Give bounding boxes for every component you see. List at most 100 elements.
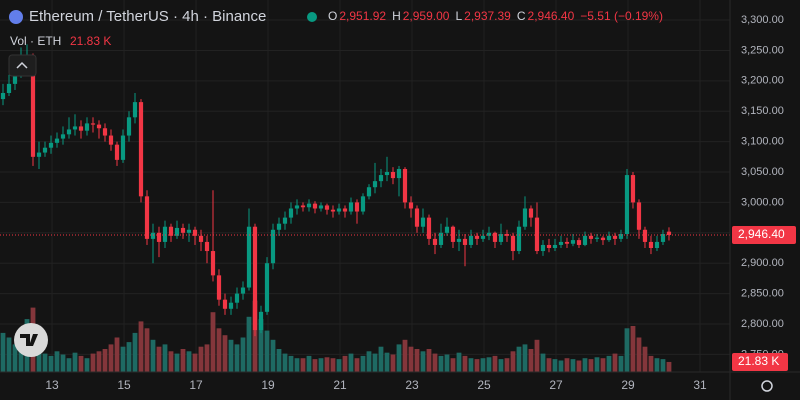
- candle-body: [600, 237, 606, 241]
- collapse-icon: [16, 61, 28, 69]
- candle-body: [78, 126, 84, 131]
- candle-body: [258, 311, 264, 331]
- candle-body: [156, 232, 162, 242]
- volume-bar: [552, 359, 558, 372]
- candle-body: [126, 117, 132, 136]
- ohlc-key: L: [455, 9, 462, 23]
- candle-body: [246, 226, 252, 288]
- volume-layer: [0, 300, 672, 372]
- volume-bar: [108, 344, 114, 372]
- candle-body: [330, 209, 336, 212]
- candle-body: [192, 229, 198, 236]
- axis-layer: 2,750.002,800.002,850.002,900.002,950.00…: [0, 14, 796, 392]
- candle-body: [354, 202, 360, 212]
- candle-body: [12, 71, 18, 84]
- volume-bar: [594, 357, 600, 372]
- candle-body: [474, 235, 480, 239]
- candle-body: [6, 83, 12, 93]
- y-tick-label: 3,250.00: [741, 44, 784, 56]
- x-tick-label: 31: [693, 378, 707, 392]
- candle-body: [198, 235, 204, 242]
- volume-bar: [96, 351, 102, 372]
- candle-body: [66, 129, 72, 135]
- volume-bar: [168, 351, 174, 372]
- candle-body: [276, 223, 282, 230]
- collapse-button[interactable]: [8, 54, 37, 77]
- volume-bar: [240, 337, 246, 372]
- x-tick-label: 13: [45, 378, 59, 392]
- volume-bar: [336, 359, 342, 372]
- volume-bar: [432, 353, 438, 372]
- candle-body: [72, 126, 78, 130]
- volume-bar: [492, 355, 498, 372]
- volume-bar: [570, 359, 576, 372]
- candle-body: [648, 241, 654, 248]
- x-tick-label: 27: [549, 378, 563, 392]
- volume-bar: [618, 355, 624, 372]
- volume-bar: [6, 337, 12, 372]
- volume-bar: [390, 354, 396, 372]
- candle-body: [390, 172, 396, 179]
- volume-bar: [426, 349, 432, 372]
- ohlc-key: C: [517, 9, 526, 23]
- y-tick-label: 3,300.00: [741, 14, 784, 26]
- candle-body: [210, 251, 216, 276]
- candle-body: [408, 202, 414, 209]
- volume-bar: [396, 344, 402, 372]
- candle-body: [36, 152, 42, 157]
- last-price-label: 2,946.40: [738, 227, 785, 241]
- x-tick-label: 15: [117, 378, 131, 392]
- candle-body: [180, 227, 186, 233]
- candle-body: [204, 241, 210, 252]
- volume-bar: [180, 349, 186, 372]
- volume-bar: [402, 339, 408, 372]
- volume-bar: [264, 330, 270, 372]
- candle-body: [426, 217, 432, 239]
- candle-body: [252, 226, 258, 331]
- volume-bar: [648, 355, 654, 372]
- market-status: [307, 12, 317, 22]
- volume-bar: [456, 352, 462, 372]
- volume-value: 21.83 K: [70, 34, 111, 48]
- candle-body: [624, 175, 630, 235]
- candle-body: [384, 172, 390, 176]
- volume-bar: [342, 355, 348, 372]
- candle-body: [642, 229, 648, 242]
- candle-body: [336, 208, 342, 212]
- volume-bar: [642, 346, 648, 372]
- candle-body: [228, 302, 234, 309]
- volume-bar: [330, 358, 336, 372]
- candle-body: [486, 232, 492, 236]
- volume-bar: [258, 319, 264, 372]
- volume-bar: [312, 359, 318, 372]
- volume-bar: [354, 358, 360, 372]
- y-tick-label: 2,900.00: [741, 257, 784, 269]
- volume-bar: [546, 358, 552, 372]
- candle-body: [606, 235, 612, 241]
- volume-bar: [582, 358, 588, 372]
- x-tick-label: 25: [477, 378, 491, 392]
- x-tick-label: 29: [621, 378, 635, 392]
- volume-bar: [510, 351, 516, 372]
- volume-bar: [0, 332, 6, 372]
- candle-body: [42, 147, 48, 153]
- candle-body: [138, 102, 144, 197]
- volume-bar: [186, 351, 192, 372]
- volume-bar: [144, 328, 150, 372]
- candle-body: [168, 226, 174, 236]
- volume-bar: [588, 359, 594, 372]
- candle-body: [414, 208, 420, 227]
- change-value: −5.51 (−0.19%): [580, 9, 663, 23]
- volume-bar: [600, 358, 606, 372]
- candle-body: [150, 232, 156, 239]
- volume-bar: [324, 357, 330, 372]
- settings-icon[interactable]: [761, 380, 773, 392]
- volume-bar: [102, 349, 108, 372]
- candle-body: [132, 102, 138, 118]
- volume-bar: [276, 349, 282, 372]
- ohlc-value: 2,951.92: [339, 9, 386, 23]
- volume-bar: [420, 351, 426, 372]
- candle-body: [312, 203, 318, 209]
